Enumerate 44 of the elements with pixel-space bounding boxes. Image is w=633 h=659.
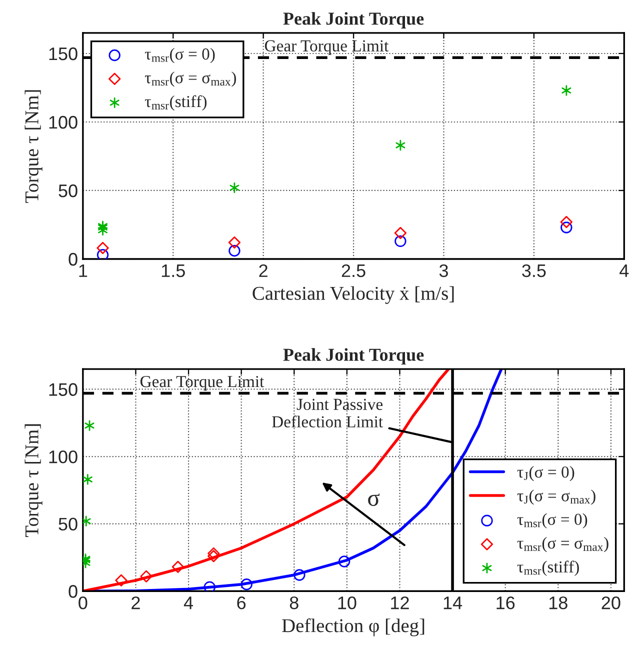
x-tick-label: 18 xyxy=(549,596,568,610)
y-tick-label: 150 xyxy=(49,383,78,396)
x-tick-label: 14 xyxy=(444,596,462,610)
ref-line-label: Gear Torque Limit xyxy=(264,40,389,55)
x-tick-label: 1.5 xyxy=(162,264,185,278)
y-tick-label: 100 xyxy=(49,116,78,129)
x-tick-label: 10 xyxy=(338,596,356,610)
y-tick-label: 100 xyxy=(49,450,78,464)
x-tick-label: 20 xyxy=(602,596,620,610)
legend-label: τ$_{msr}$(σ = σ$_{max}$) xyxy=(144,72,236,87)
legend-label: τ$_{msr}$(stiff) xyxy=(144,95,207,111)
legend-label: τ$_{msr}$(σ = σ$_{max}$) xyxy=(517,536,608,552)
ref-line-label: Gear Torque Limit xyxy=(140,376,264,391)
x-tick-label: 2 xyxy=(259,264,268,277)
chart-title: Peak Joint Torque xyxy=(283,348,424,365)
legend-label: τ$_{msr}$(stiff) xyxy=(517,560,579,576)
y-tick-label: 50 xyxy=(58,518,78,531)
y-axis-title: Torque τ [Nm] xyxy=(24,424,42,537)
x-tick-label: 0 xyxy=(78,596,88,610)
chart-title: Peak Joint Torque xyxy=(283,12,424,28)
legend-label: τ$_{J}$(σ = 0) xyxy=(517,466,574,482)
x-tick-label: 2.5 xyxy=(342,264,366,278)
x-tick-label: 1 xyxy=(79,264,88,277)
x-tick-label: 16 xyxy=(496,596,515,610)
y-tick-label: 0 xyxy=(68,252,78,266)
legend-label: τ$_{msr}$(σ = 0) xyxy=(144,48,215,64)
x-tick-label: 3 xyxy=(439,264,448,278)
x-axis-title: Cartesian Velocity ẋ [m/s] xyxy=(252,286,454,304)
x-tick-label: 12 xyxy=(391,596,409,610)
y-tick-label: 50 xyxy=(58,184,78,198)
x-tick-label: 3.5 xyxy=(522,264,546,278)
y-tick-label: 0 xyxy=(68,585,78,598)
y-axis-title: Torque τ [Nm] xyxy=(24,90,42,203)
x-tick-label: 4 xyxy=(620,264,629,277)
x-axis-title: Deflection φ [deg] xyxy=(282,618,424,636)
y-tick-label: 150 xyxy=(49,47,78,60)
x-tick-label: 8 xyxy=(290,596,298,610)
legend-label: τ$_{msr}$(σ = 0) xyxy=(517,513,588,528)
x-tick-label: 2 xyxy=(132,596,140,610)
x-tick-label: 6 xyxy=(237,596,246,610)
annotation: σ xyxy=(368,494,380,506)
ref-line-label: Joint Passive Deflection Limit xyxy=(272,398,383,428)
legend-label: τ$_{J}$(σ = σ$_{max}$) xyxy=(517,490,596,505)
x-tick-label: 4 xyxy=(184,596,194,610)
